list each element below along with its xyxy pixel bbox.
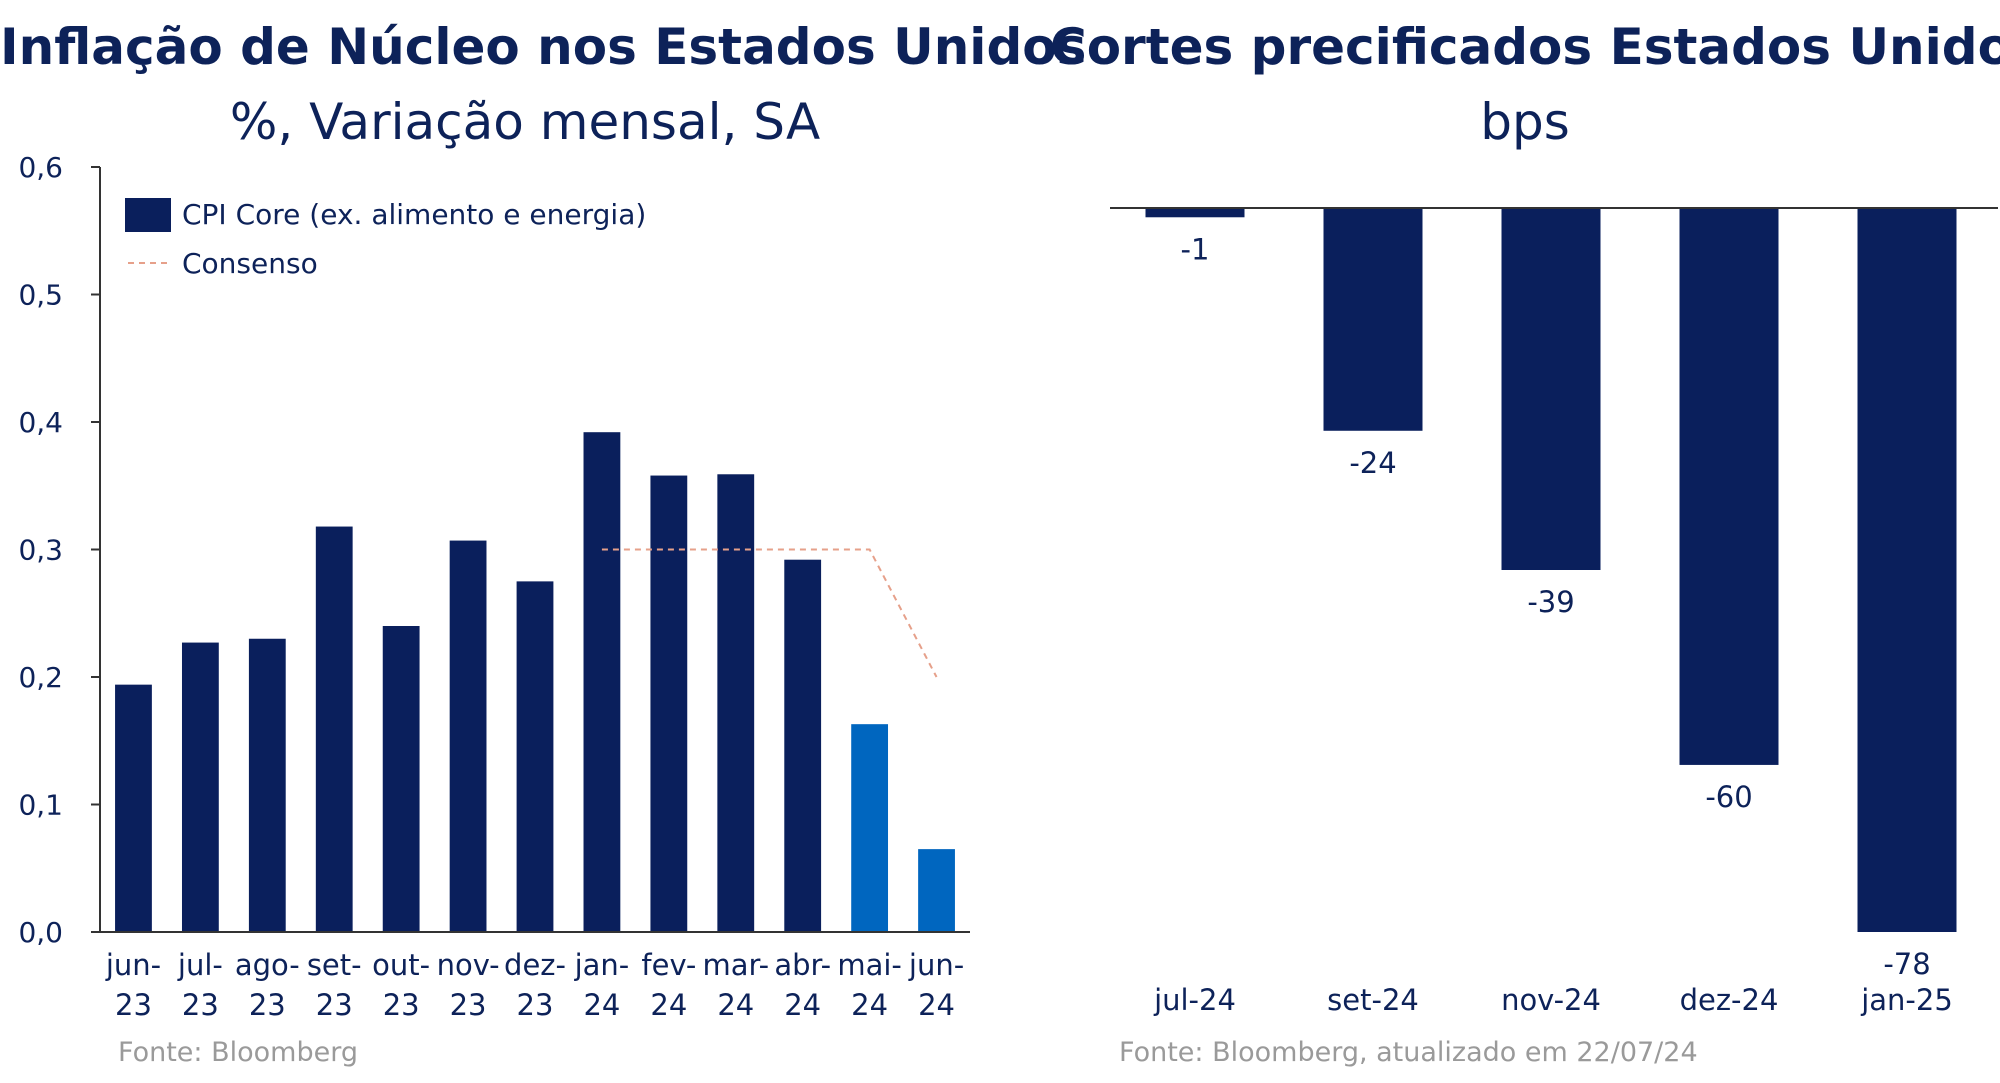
chart-title: Cortes precificados Estados Unidos bbox=[1050, 18, 2000, 76]
x-tick-label-year: 23 bbox=[115, 988, 152, 1022]
x-tick-label-year: 23 bbox=[182, 988, 219, 1022]
cpi-core-bar bbox=[248, 638, 286, 932]
y-tick-label: 0,6 bbox=[18, 151, 63, 184]
cpi-core-bar bbox=[516, 581, 554, 932]
y-tick-label: 0,3 bbox=[18, 534, 63, 567]
cpi-core-bar bbox=[784, 559, 822, 932]
x-tick-label-month: jun- bbox=[908, 948, 964, 982]
cpi-core-bar bbox=[181, 642, 219, 932]
x-tick-label: dez-24 bbox=[1680, 983, 1779, 1017]
legend-label-consensus: Consenso bbox=[182, 247, 318, 280]
y-tick-label: 0,0 bbox=[18, 916, 63, 949]
x-tick-label-month: set- bbox=[307, 948, 362, 982]
cpi-core-bar bbox=[717, 474, 755, 932]
y-tick-label: 0,2 bbox=[18, 661, 63, 694]
core-inflation-panel: Inflação de Núcleo nos Estados Unidos %,… bbox=[0, 18, 1087, 1068]
x-tick-label-year: 24 bbox=[784, 988, 821, 1022]
x-tick-label: jul-24 bbox=[1153, 983, 1236, 1017]
x-tick-label-month: jan- bbox=[574, 948, 630, 982]
data-label: -78 bbox=[1883, 947, 1930, 981]
x-tick-label-month: mar- bbox=[702, 948, 769, 982]
consensus-line bbox=[601, 548, 938, 678]
data-label: -60 bbox=[1705, 780, 1752, 814]
x-tick-label-year: 23 bbox=[450, 988, 487, 1022]
x-tick-label-year: 23 bbox=[383, 988, 420, 1022]
x-tick-label-year: 24 bbox=[717, 988, 754, 1022]
priced-cut-bar bbox=[1501, 208, 1601, 570]
source-note: Fonte: Bloomberg bbox=[118, 1037, 358, 1068]
x-tick-label-year: 23 bbox=[316, 988, 353, 1022]
x-tick-label-month: jun- bbox=[105, 948, 161, 982]
core-inflation-bar-chart: 0,0 0,1 0,2 0,3 0,4 0,5 0,6 jun- 23 jul- 23 ago- 23 s… bbox=[18, 151, 970, 1022]
x-tick-label: nov-24 bbox=[1501, 983, 1601, 1017]
data-label: -1 bbox=[1181, 232, 1210, 266]
x-tick-label-month: abr- bbox=[774, 948, 831, 982]
priced-cut-bar bbox=[1857, 208, 1957, 932]
x-tick-label-month: dez- bbox=[504, 948, 566, 982]
cpi-core-bar bbox=[650, 475, 688, 932]
cpi-core-bar bbox=[918, 849, 955, 932]
chart-title: Inflação de Núcleo nos Estados Unidos bbox=[0, 18, 1087, 76]
cpi-core-bar bbox=[315, 526, 353, 932]
x-tick-label-month: fev- bbox=[641, 948, 696, 982]
data-label: -39 bbox=[1527, 585, 1574, 619]
x-tick-label-month: jul- bbox=[177, 948, 223, 982]
chart-subtitle: bps bbox=[1480, 93, 1570, 151]
legend-label-cpi-core: CPI Core (ex. alimento e energia) bbox=[182, 198, 646, 231]
x-tick-label-year: 23 bbox=[249, 988, 286, 1022]
source-note: Fonte: Bloomberg, atualizado em 22/07/24 bbox=[1119, 1037, 1698, 1068]
y-tick-label: 0,4 bbox=[18, 406, 63, 439]
cpi-core-bar bbox=[583, 432, 621, 932]
x-tick-label-year: 24 bbox=[918, 988, 955, 1022]
priced-cuts-bar-chart: -1 jul-24 -24 set-24 -39 nov-24 -60 dez-24 -78ja… bbox=[1110, 207, 1998, 1017]
cpi-core-bar bbox=[115, 684, 152, 932]
x-tick-label-month: mai- bbox=[837, 948, 902, 982]
x-tick-label-year: 24 bbox=[583, 988, 620, 1022]
priced-cut-bar bbox=[1145, 208, 1245, 218]
x-tick-label-year: 23 bbox=[517, 988, 554, 1022]
y-tick-label: 0,5 bbox=[18, 279, 63, 312]
x-tick-label-year: 24 bbox=[650, 988, 687, 1022]
x-tick-label-month: nov- bbox=[437, 948, 500, 982]
priced-cut-bar bbox=[1679, 208, 1779, 765]
x-tick-label-month: ago- bbox=[235, 948, 300, 982]
x-tick-label: set-24 bbox=[1327, 983, 1419, 1017]
data-label: -24 bbox=[1349, 446, 1396, 480]
cpi-core-bar bbox=[851, 724, 889, 932]
x-tick-label: jan-25 bbox=[1860, 983, 1953, 1017]
priced-cut-bar bbox=[1323, 208, 1423, 431]
x-tick-label-year: 24 bbox=[851, 988, 888, 1022]
priced-cuts-panel: Cortes precificados Estados Unidos bps -… bbox=[1050, 0, 2000, 1083]
x-tick-label-month: out- bbox=[372, 948, 430, 982]
chart-subtitle: %, Variação mensal, SA bbox=[229, 93, 821, 151]
cpi-core-bar bbox=[382, 626, 420, 932]
y-tick-label: 0,1 bbox=[18, 789, 63, 822]
legend-swatch-cpi-core bbox=[125, 198, 171, 232]
cpi-core-bar bbox=[449, 540, 487, 932]
